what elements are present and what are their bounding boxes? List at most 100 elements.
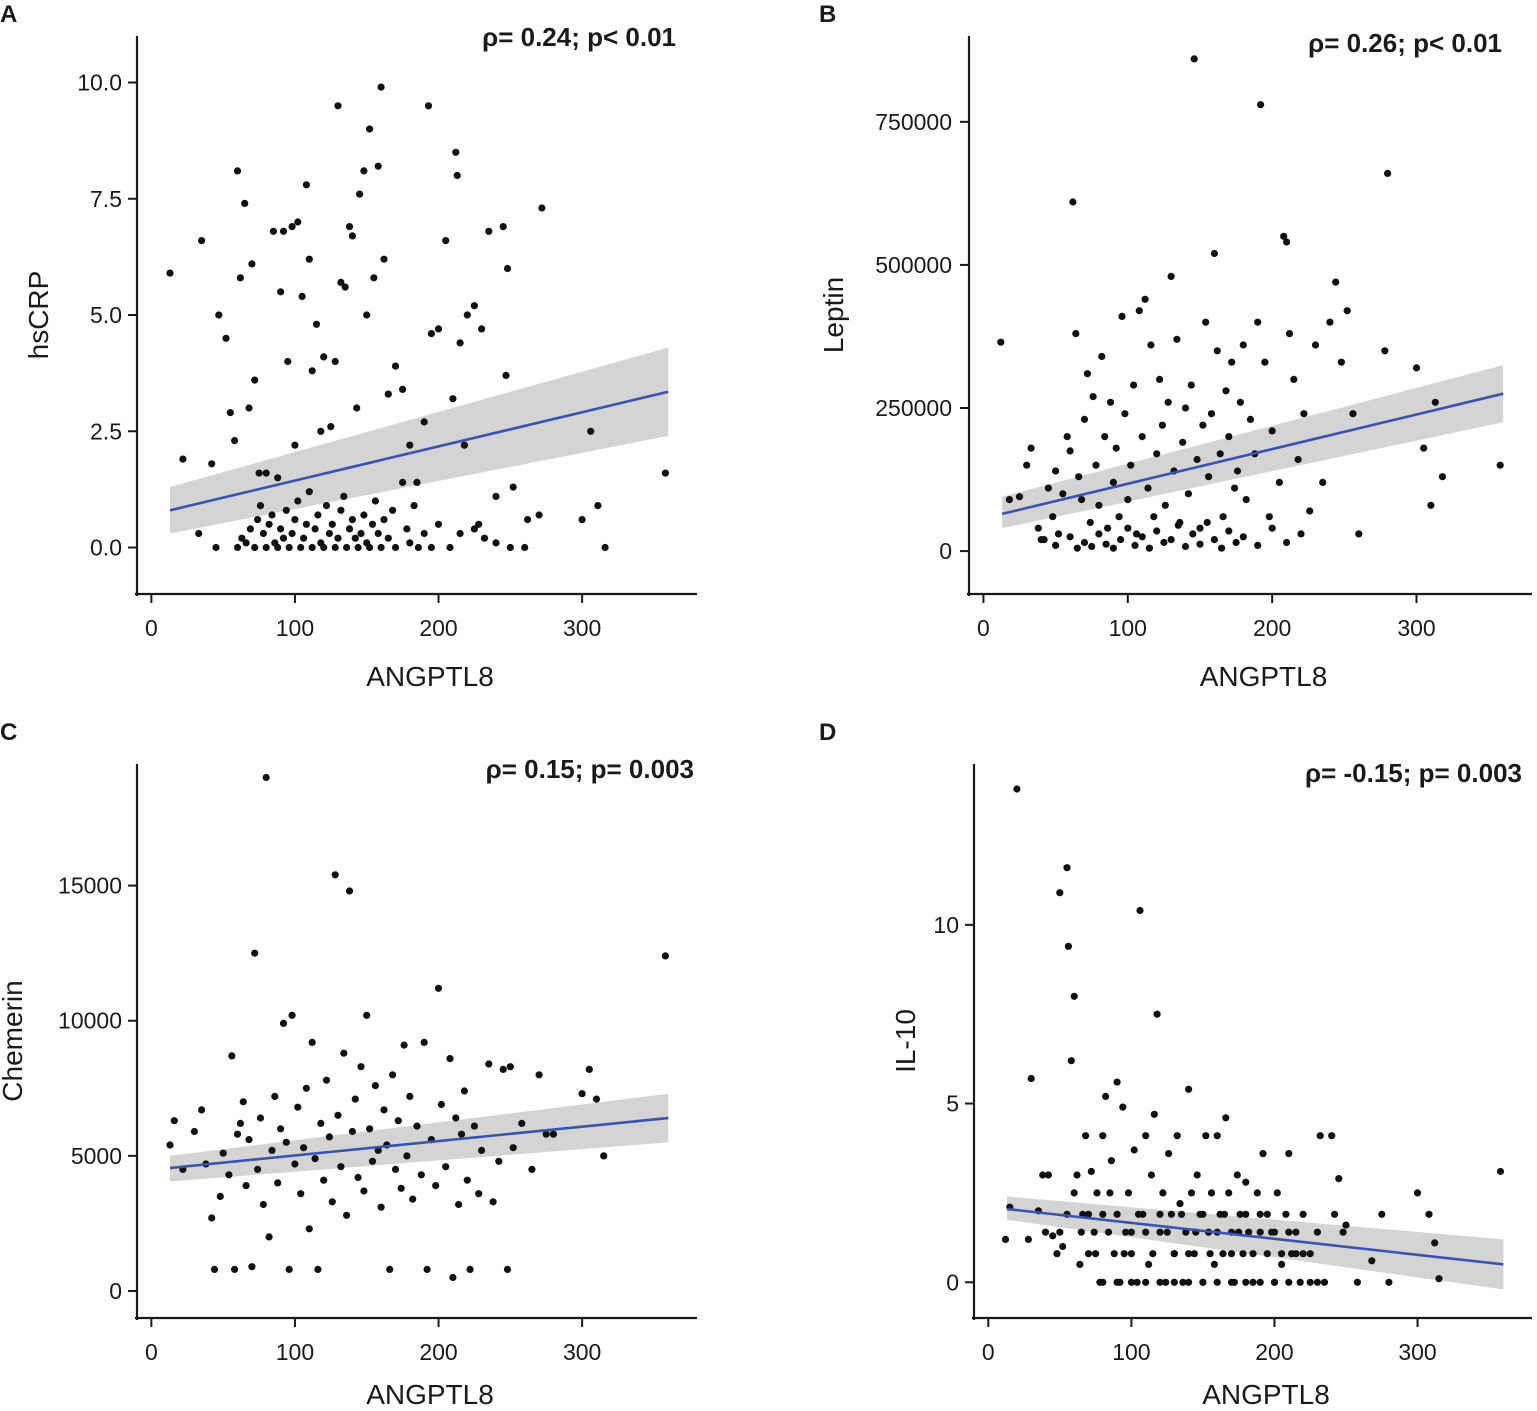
data-point bbox=[1066, 533, 1074, 541]
data-point bbox=[1181, 542, 1190, 551]
data-point bbox=[351, 1095, 359, 1103]
data-point bbox=[1159, 1189, 1167, 1197]
data-point bbox=[228, 1052, 236, 1060]
data-point bbox=[314, 1265, 322, 1273]
data-point bbox=[1133, 1278, 1141, 1286]
data-point bbox=[456, 339, 464, 347]
data-point bbox=[1101, 433, 1109, 441]
data-point bbox=[424, 102, 433, 110]
data-point bbox=[348, 1127, 356, 1136]
regression-line bbox=[1006, 1207, 1504, 1266]
data-point bbox=[1239, 1250, 1247, 1258]
data-point bbox=[1064, 942, 1072, 950]
data-point bbox=[1162, 1278, 1170, 1286]
y-tick-label: 500000 bbox=[875, 252, 952, 278]
x-tick-label: 300 bbox=[563, 615, 601, 641]
data-point bbox=[251, 543, 259, 552]
data-point bbox=[503, 1265, 512, 1273]
correlation-annotation: ρ= 0.15; p= 0.003 bbox=[486, 754, 694, 784]
data-point bbox=[363, 1011, 371, 1019]
data-point bbox=[1239, 533, 1247, 541]
data-point bbox=[198, 1106, 206, 1114]
data-point bbox=[417, 1171, 425, 1179]
data-point bbox=[1110, 1250, 1118, 1258]
data-point bbox=[302, 181, 310, 189]
data-point bbox=[1292, 1228, 1300, 1236]
data-point bbox=[1076, 1260, 1084, 1268]
data-point bbox=[1280, 232, 1288, 240]
data-point bbox=[1121, 410, 1129, 418]
data-point bbox=[389, 1071, 397, 1079]
data-point bbox=[1118, 312, 1126, 320]
data-point bbox=[400, 1041, 408, 1049]
data-point bbox=[1190, 1250, 1198, 1258]
data-point bbox=[1207, 410, 1216, 418]
data-point bbox=[294, 497, 302, 505]
data-point bbox=[368, 1157, 377, 1165]
data-point bbox=[334, 102, 342, 110]
data-point bbox=[1368, 1257, 1376, 1265]
data-point bbox=[248, 260, 256, 268]
data-point bbox=[1089, 393, 1097, 401]
y-tick-label: 5 bbox=[946, 1091, 959, 1117]
data-point bbox=[1070, 992, 1078, 1000]
data-point bbox=[179, 455, 187, 463]
data-point bbox=[1013, 785, 1021, 793]
data-point bbox=[1136, 906, 1144, 915]
data-point bbox=[997, 338, 1005, 346]
data-point bbox=[1173, 1132, 1181, 1140]
data-point bbox=[601, 543, 609, 552]
data-point bbox=[271, 1092, 279, 1100]
data-point bbox=[413, 1122, 421, 1130]
data-point bbox=[1227, 1250, 1236, 1258]
data-point bbox=[1167, 536, 1175, 544]
data-point bbox=[345, 887, 354, 895]
data-point bbox=[170, 1117, 178, 1125]
data-point bbox=[274, 543, 282, 552]
data-point bbox=[1412, 364, 1421, 372]
data-point bbox=[506, 543, 514, 552]
data-point bbox=[1328, 1132, 1336, 1140]
confidence-band bbox=[170, 1093, 669, 1182]
data-point bbox=[403, 1152, 411, 1160]
data-point bbox=[374, 529, 382, 538]
data-point bbox=[499, 1065, 507, 1073]
data-point bbox=[1138, 433, 1146, 441]
x-tick-label: 300 bbox=[1398, 1339, 1436, 1365]
data-point bbox=[357, 1063, 365, 1071]
data-point bbox=[1160, 538, 1168, 547]
data-point bbox=[1196, 540, 1204, 548]
data-point bbox=[1077, 1228, 1085, 1236]
data-point bbox=[1075, 473, 1083, 481]
data-point bbox=[478, 325, 486, 333]
data-point bbox=[334, 1111, 342, 1119]
data-point bbox=[1122, 1228, 1130, 1236]
data-point bbox=[245, 1136, 253, 1144]
data-point bbox=[1185, 1250, 1193, 1258]
x-tick-label: 100 bbox=[1112, 1339, 1150, 1365]
data-point bbox=[1099, 1132, 1107, 1140]
data-point bbox=[1225, 433, 1233, 441]
data-point bbox=[1219, 513, 1227, 521]
data-point bbox=[380, 255, 388, 263]
data-point bbox=[254, 516, 262, 524]
data-point bbox=[298, 292, 306, 300]
data-point bbox=[509, 1144, 517, 1152]
data-point bbox=[1170, 1278, 1178, 1286]
data-point bbox=[246, 525, 254, 533]
data-point bbox=[325, 529, 333, 538]
data-point bbox=[360, 167, 368, 175]
data-point bbox=[1427, 501, 1435, 509]
data-point bbox=[410, 502, 418, 510]
data-point bbox=[380, 1106, 388, 1114]
data-point bbox=[300, 534, 308, 542]
data-point bbox=[297, 1190, 305, 1198]
data-point bbox=[1063, 864, 1071, 872]
data-point bbox=[1282, 1210, 1290, 1218]
data-point bbox=[305, 1225, 313, 1233]
data-point bbox=[1202, 1132, 1210, 1140]
data-point bbox=[386, 1265, 394, 1273]
x-tick-label: 200 bbox=[419, 1339, 457, 1365]
panel-letter: A bbox=[0, 1, 17, 28]
data-point bbox=[466, 1265, 474, 1273]
